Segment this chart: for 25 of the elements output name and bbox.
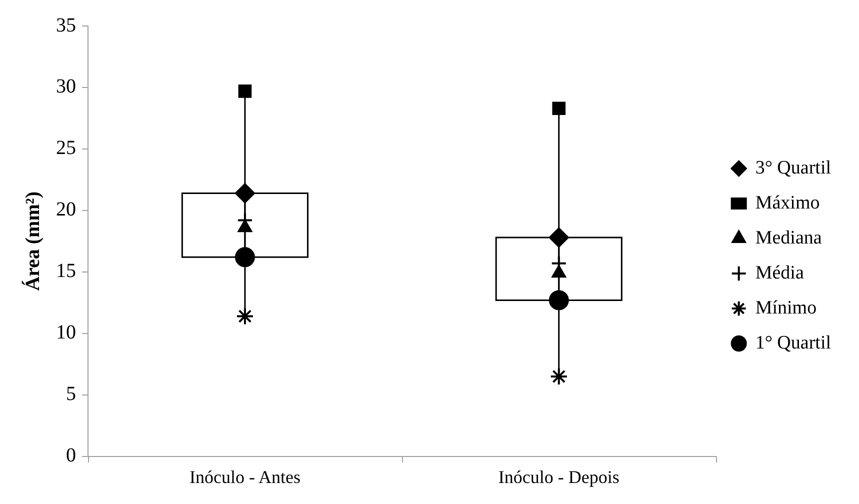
y-axis-title: Área (mm²) xyxy=(21,191,44,291)
legend-label: Mediana xyxy=(755,227,822,248)
legend-label: 1° Quartil xyxy=(755,332,832,354)
y-tick-label: 30 xyxy=(56,76,76,98)
y-tick-label: 10 xyxy=(56,322,76,344)
x-tick-label: Inóculo - Antes xyxy=(189,466,300,487)
y-tick-label: 35 xyxy=(56,14,76,36)
point xyxy=(236,307,254,326)
point xyxy=(234,183,255,204)
y-tick-label: 20 xyxy=(56,198,76,221)
y-tick-label: 5 xyxy=(66,383,76,406)
point xyxy=(548,228,569,248)
point xyxy=(234,247,255,268)
point xyxy=(548,290,569,310)
legend-label: Média xyxy=(755,262,804,284)
y-tick-label: 25 xyxy=(56,137,76,160)
point xyxy=(238,84,252,98)
legend-label: Máximo xyxy=(755,192,820,214)
point xyxy=(550,367,568,386)
x-tick-label: Inóculo - Depois xyxy=(498,466,620,487)
point xyxy=(552,102,566,116)
legend-label: 3° Quartil xyxy=(755,157,832,178)
y-tick-label: 15 xyxy=(56,260,76,282)
legend-label: Mínimo xyxy=(755,297,817,318)
y-tick-label: 0 xyxy=(66,444,76,467)
